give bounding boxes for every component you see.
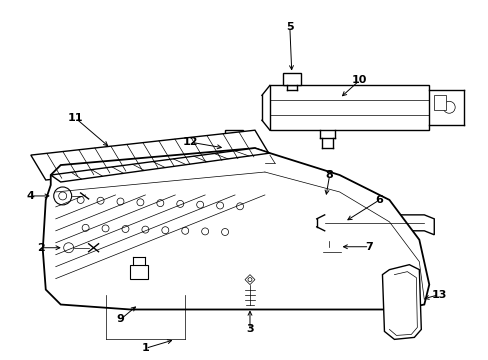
Circle shape — [102, 225, 109, 232]
Polygon shape — [224, 130, 249, 165]
Circle shape — [176, 201, 183, 207]
Polygon shape — [382, 265, 421, 339]
Circle shape — [142, 226, 148, 233]
Text: 6: 6 — [375, 195, 383, 205]
Circle shape — [63, 243, 74, 253]
Text: 4: 4 — [27, 191, 35, 201]
Polygon shape — [51, 148, 269, 182]
Polygon shape — [324, 215, 433, 235]
Polygon shape — [433, 95, 446, 110]
Polygon shape — [42, 148, 428, 310]
Text: 7: 7 — [365, 242, 373, 252]
Polygon shape — [244, 275, 254, 285]
Circle shape — [97, 197, 104, 204]
Circle shape — [196, 201, 203, 208]
Circle shape — [201, 228, 208, 235]
Text: 10: 10 — [351, 75, 366, 85]
Circle shape — [247, 278, 251, 282]
Text: 2: 2 — [37, 243, 44, 253]
Circle shape — [82, 224, 89, 231]
Circle shape — [216, 202, 223, 209]
Circle shape — [77, 197, 84, 203]
Circle shape — [54, 187, 72, 205]
Circle shape — [59, 192, 66, 200]
Circle shape — [162, 227, 168, 234]
Polygon shape — [269, 85, 428, 130]
Circle shape — [182, 227, 188, 234]
Circle shape — [117, 198, 124, 205]
Text: 11: 11 — [68, 113, 83, 123]
Text: 1: 1 — [141, 343, 149, 354]
Polygon shape — [319, 198, 331, 206]
Circle shape — [236, 203, 243, 210]
Circle shape — [157, 200, 163, 207]
Polygon shape — [282, 73, 300, 85]
Circle shape — [323, 247, 333, 257]
Text: 9: 9 — [116, 314, 124, 324]
Text: 8: 8 — [325, 170, 333, 180]
Circle shape — [442, 101, 454, 113]
Polygon shape — [321, 206, 329, 216]
Polygon shape — [31, 130, 269, 180]
Circle shape — [122, 225, 129, 233]
Circle shape — [137, 199, 143, 206]
Polygon shape — [130, 265, 148, 279]
Text: 13: 13 — [431, 289, 446, 300]
Circle shape — [221, 229, 228, 235]
Text: 12: 12 — [182, 137, 198, 147]
Text: 5: 5 — [285, 22, 293, 32]
Text: 3: 3 — [245, 324, 253, 334]
